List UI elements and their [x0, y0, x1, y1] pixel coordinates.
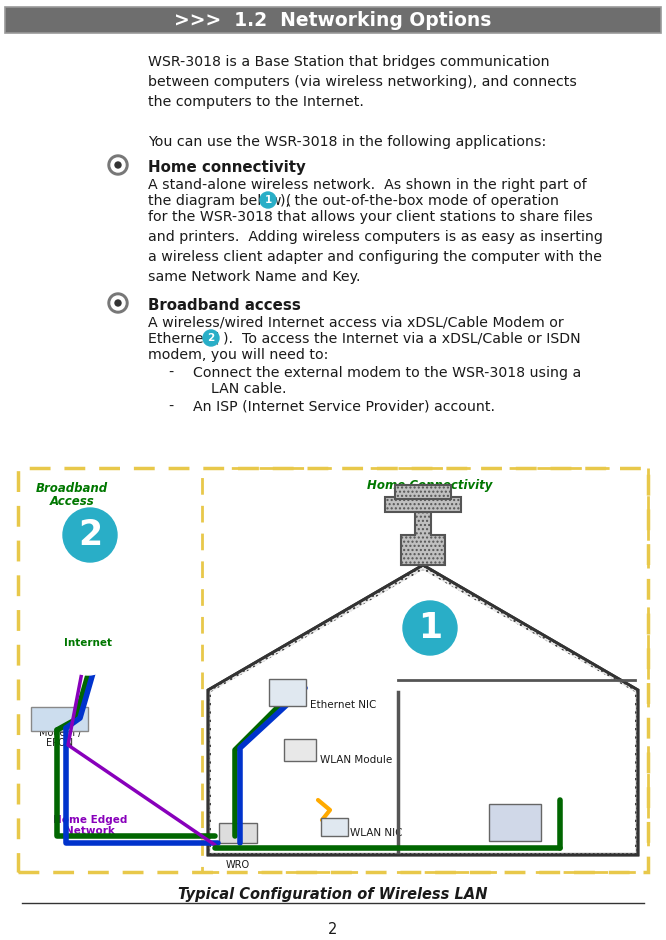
Text: 2: 2	[328, 922, 338, 937]
Text: Home Connectivity: Home Connectivity	[368, 479, 493, 492]
Circle shape	[85, 621, 124, 660]
Text: modem, you will need to:: modem, you will need to:	[148, 348, 328, 362]
Polygon shape	[401, 510, 445, 565]
Text: WLAN Module: WLAN Module	[320, 755, 392, 765]
Circle shape	[57, 637, 89, 668]
Text: the diagram below (: the diagram below (	[148, 194, 292, 208]
Circle shape	[115, 162, 121, 168]
Text: -: -	[168, 366, 173, 380]
Text: Internet: Internet	[64, 638, 112, 648]
Text: 2: 2	[207, 333, 214, 343]
Text: Home Edged: Home Edged	[53, 815, 127, 825]
Text: An ISP (Internet Service Provider) account.: An ISP (Internet Service Provider) accou…	[193, 400, 495, 414]
FancyBboxPatch shape	[269, 679, 306, 706]
Text: Ethernet (: Ethernet (	[148, 332, 219, 346]
Text: WRO: WRO	[226, 860, 250, 870]
Text: Home connectivity: Home connectivity	[148, 160, 306, 175]
FancyBboxPatch shape	[284, 739, 316, 761]
Text: ).  To access the Internet via a xDSL/Cable or ISDN: ). To access the Internet via a xDSL/Cab…	[223, 332, 581, 346]
Text: >>>  1.2  Networking Options: >>> 1.2 Networking Options	[174, 10, 492, 29]
Polygon shape	[395, 485, 451, 499]
Text: 2: 2	[78, 518, 102, 552]
Polygon shape	[385, 497, 461, 512]
Text: Connect the external modem to the WSR-3018 using a: Connect the external modem to the WSR-30…	[193, 366, 581, 380]
Text: Typical Configuration of Wireless LAN: Typical Configuration of Wireless LAN	[178, 887, 488, 902]
Text: 1: 1	[264, 195, 272, 205]
Text: Access: Access	[50, 495, 95, 508]
Circle shape	[108, 293, 128, 313]
Text: for the WSR-3018 that allows your client stations to share files
and printers.  : for the WSR-3018 that allows your client…	[148, 210, 603, 284]
Text: Ethernet NIC: Ethernet NIC	[310, 700, 376, 710]
Circle shape	[260, 192, 276, 208]
Text: Broadband access: Broadband access	[148, 298, 301, 313]
Text: Broadband: Broadband	[36, 482, 108, 495]
Circle shape	[75, 617, 105, 647]
Text: EPON: EPON	[47, 738, 73, 748]
Circle shape	[111, 158, 125, 172]
Text: 1: 1	[418, 611, 442, 645]
Polygon shape	[211, 570, 635, 852]
Circle shape	[57, 624, 92, 659]
Text: Network: Network	[65, 826, 115, 836]
Text: LAN cable.: LAN cable.	[211, 382, 286, 396]
FancyBboxPatch shape	[321, 818, 348, 836]
Text: ), the out-of-the-box mode of operation: ), the out-of-the-box mode of operation	[280, 194, 559, 208]
Circle shape	[58, 615, 118, 675]
Text: A wireless/wired Internet access via xDSL/Cable Modem or: A wireless/wired Internet access via xDS…	[148, 316, 563, 330]
Text: Modem /: Modem /	[39, 728, 81, 738]
Circle shape	[403, 601, 457, 655]
Circle shape	[203, 330, 219, 346]
Circle shape	[108, 155, 128, 175]
Polygon shape	[208, 565, 638, 855]
Text: xDSL/Cable: xDSL/Cable	[32, 718, 88, 728]
Text: -: -	[168, 400, 173, 414]
Circle shape	[63, 508, 117, 562]
FancyBboxPatch shape	[31, 707, 88, 731]
Circle shape	[115, 300, 121, 306]
Text: WLAN NIC: WLAN NIC	[350, 828, 402, 838]
Text: A stand-alone wireless network.  As shown in the right part of: A stand-alone wireless network. As shown…	[148, 178, 587, 192]
FancyBboxPatch shape	[219, 823, 257, 843]
Circle shape	[89, 637, 123, 670]
Text: WSR-3018 is a Base Station that bridges communication
between computers (via wir: WSR-3018 is a Base Station that bridges …	[148, 55, 577, 109]
Circle shape	[111, 296, 125, 310]
Text: You can use the WSR-3018 in the following applications:: You can use the WSR-3018 in the followin…	[148, 135, 546, 149]
FancyBboxPatch shape	[489, 804, 541, 841]
FancyBboxPatch shape	[5, 7, 661, 33]
